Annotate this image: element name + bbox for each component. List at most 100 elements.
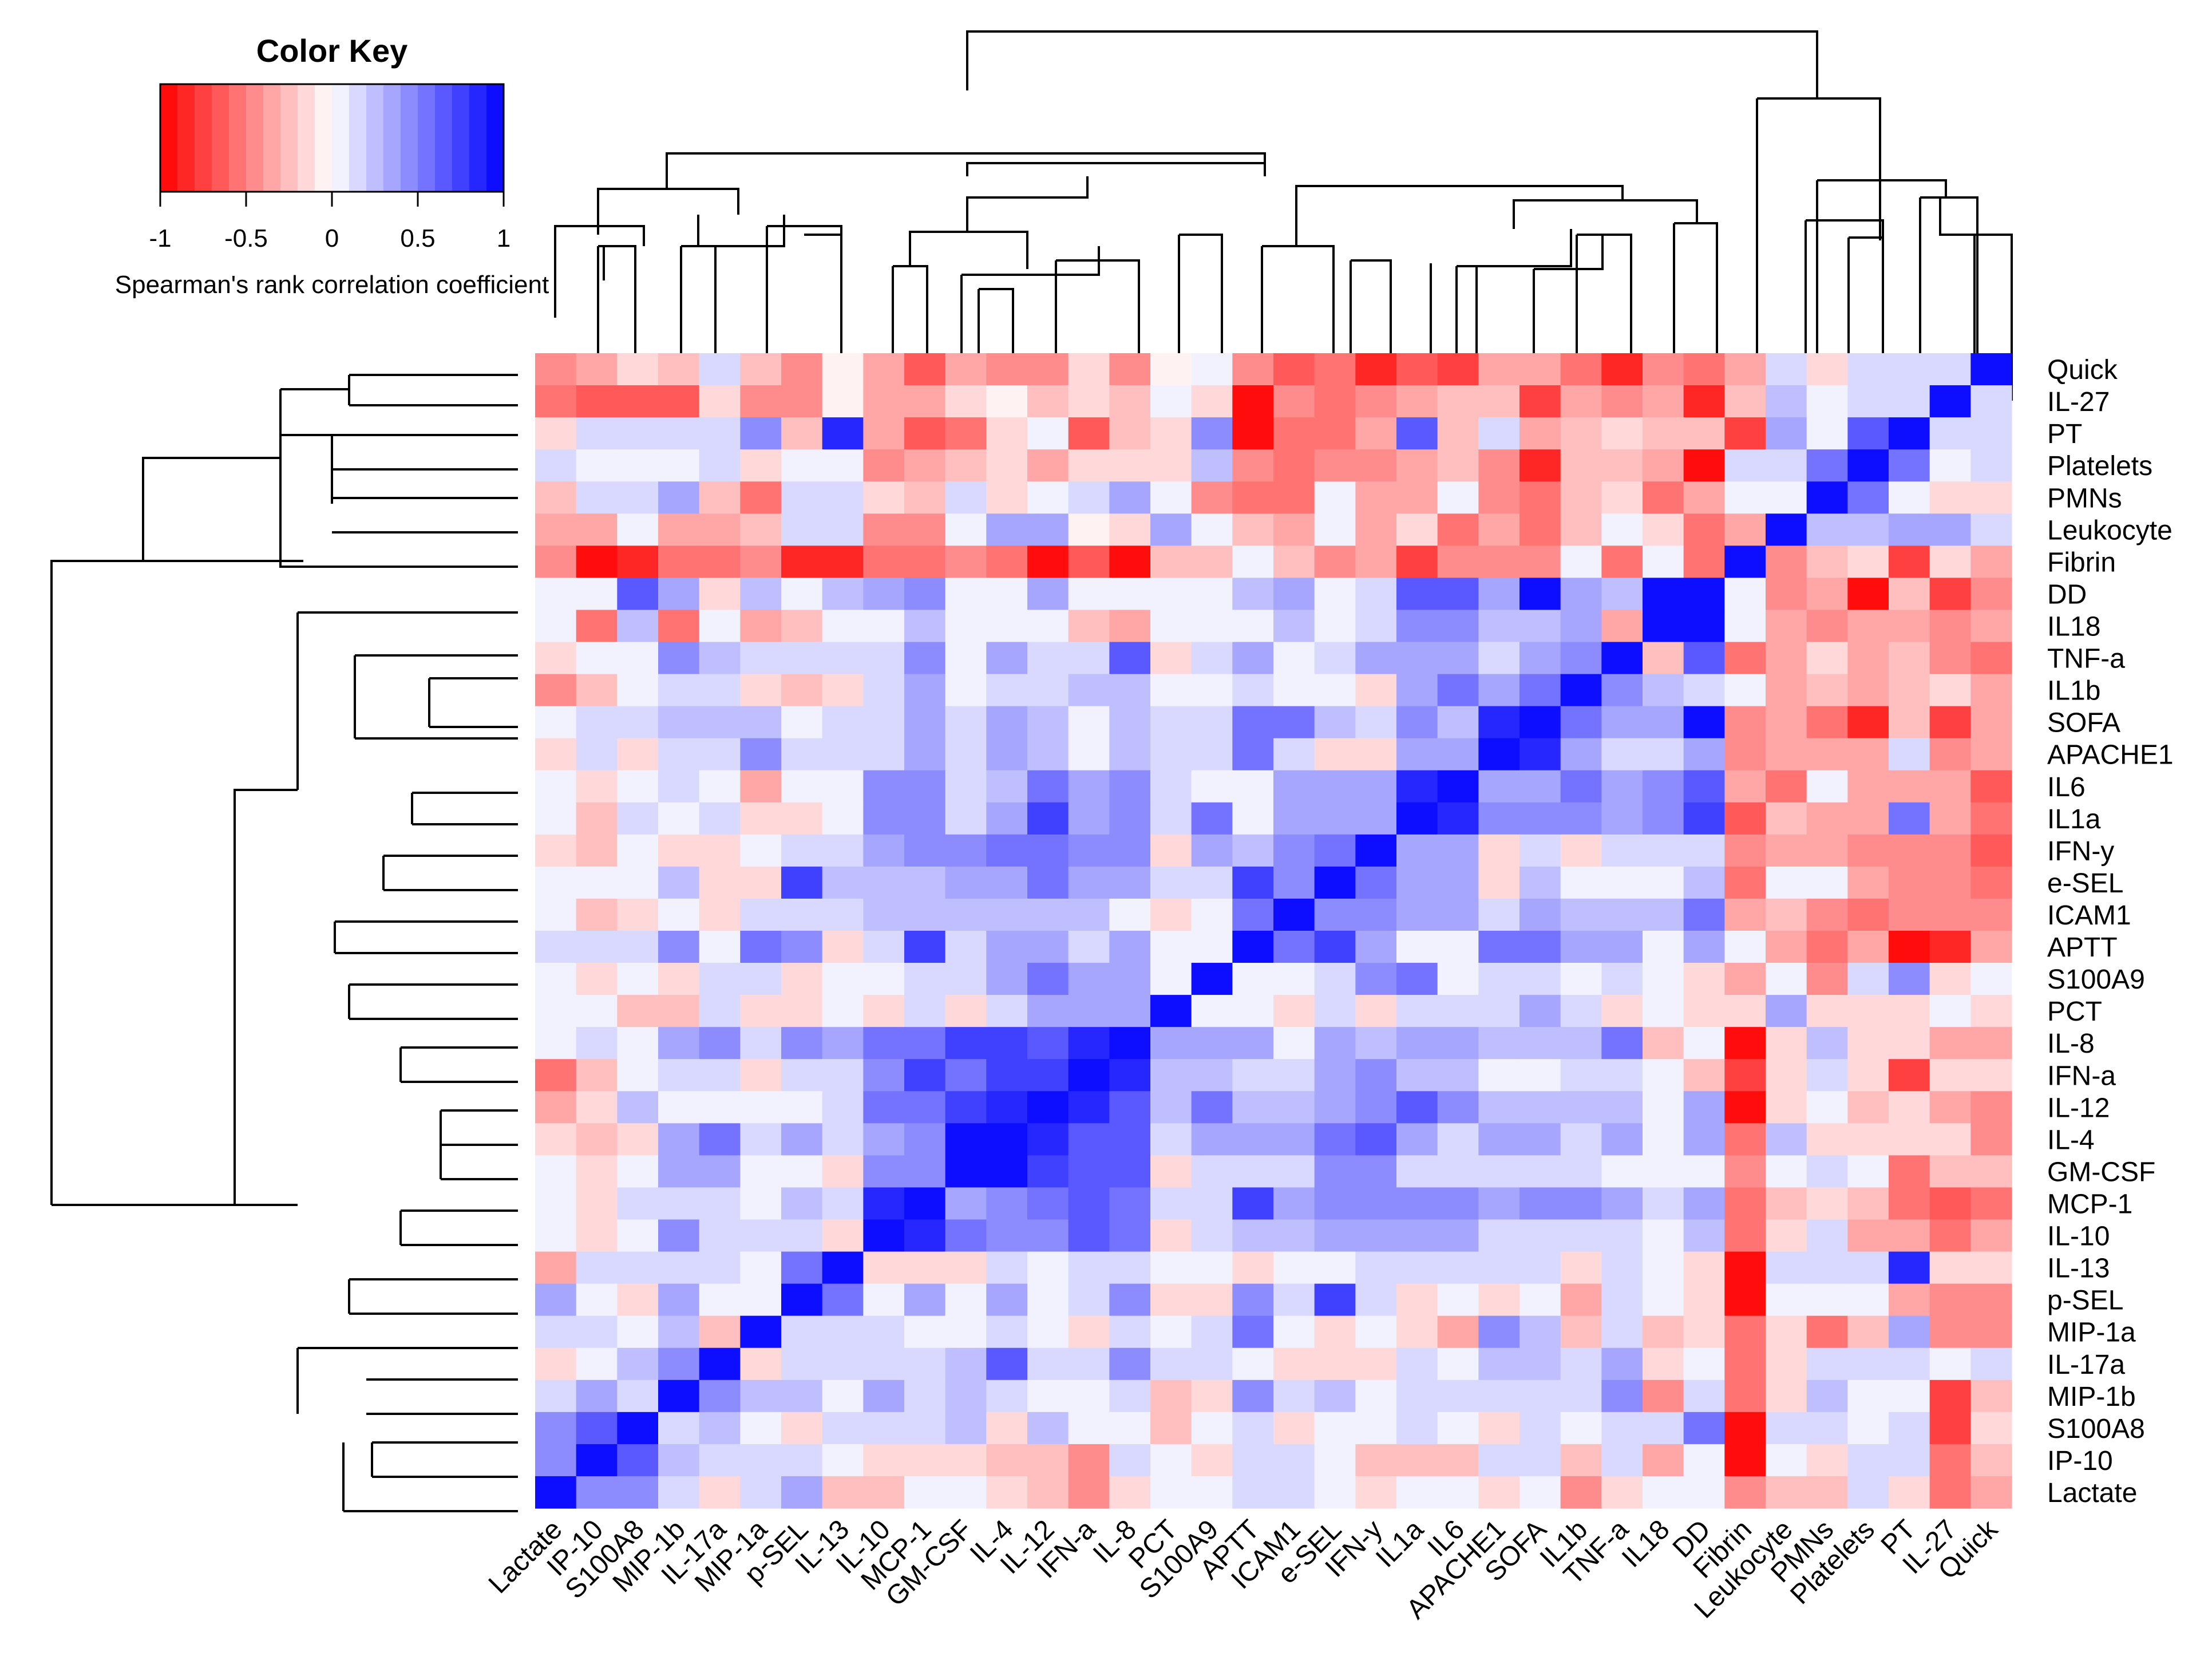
heatmap-cell [658, 546, 700, 578]
heatmap-cell [1027, 1059, 1069, 1092]
heatmap-cell [1724, 1251, 1766, 1284]
heatmap-cell [1970, 1380, 2012, 1413]
heatmap-cell [1478, 1476, 1520, 1509]
heatmap-cell [1355, 866, 1397, 899]
heatmap-cell [1437, 770, 1479, 803]
heatmap-cell [1232, 1347, 1274, 1381]
heatmap-cell [740, 1219, 782, 1252]
heatmap-cell [576, 995, 618, 1027]
heatmap-cell [1929, 1283, 1971, 1317]
heatmap-cell [1314, 931, 1356, 963]
heatmap-cell [1724, 481, 1766, 514]
heatmap-cell [1273, 578, 1315, 611]
heatmap-cell [617, 963, 659, 995]
heatmap-cell [699, 578, 741, 611]
heatmap-cell [781, 1091, 823, 1124]
heatmap-cell [781, 385, 823, 418]
heatmap-cell [1601, 963, 1643, 995]
row-label: MIP-1a [2047, 1318, 2136, 1348]
heatmap-cell [1643, 1412, 1684, 1445]
heatmap-cell [863, 834, 905, 867]
heatmap-cell [1889, 1219, 1930, 1252]
heatmap-cell [1314, 995, 1356, 1027]
heatmap-cell [1601, 1412, 1643, 1445]
heatmap-cell [1068, 385, 1110, 418]
heatmap-cell [1191, 417, 1233, 450]
heatmap-cell [1396, 963, 1438, 995]
heatmap-cell [781, 353, 823, 386]
heatmap-cell [1643, 642, 1684, 675]
heatmap-cell [1519, 770, 1561, 803]
heatmap-cell [1027, 674, 1069, 707]
heatmap-cell [535, 1059, 577, 1092]
heatmap-cell [1068, 513, 1110, 546]
heatmap-cell [1643, 417, 1684, 450]
heatmap-cell [699, 610, 741, 643]
heatmap-cell [1109, 610, 1151, 643]
row-dendro-fibrin [279, 458, 518, 568]
row-label: PMNs [2047, 483, 2122, 513]
heatmap-cell [1314, 1412, 1356, 1445]
heatmap-cell [1766, 898, 1807, 931]
heatmap-cell [1683, 802, 1725, 835]
heatmap-cell [1806, 1283, 1848, 1317]
heatmap-cell [945, 417, 987, 450]
heatmap-cell [1806, 1476, 1848, 1509]
heatmap-cell [1109, 674, 1151, 707]
heatmap-cell [1150, 1412, 1192, 1445]
heatmap-cell [986, 963, 1028, 995]
heatmap-cell [1601, 738, 1643, 771]
heatmap-cell [1437, 738, 1479, 771]
heatmap-cell [1109, 353, 1151, 386]
heatmap-cell [1027, 1251, 1069, 1284]
heatmap-cell [1027, 1283, 1069, 1317]
heatmap-cell [1929, 995, 1971, 1027]
heatmap-cell [1560, 513, 1602, 546]
heatmap-cell [617, 738, 659, 771]
heatmap-cell [945, 1027, 987, 1060]
heatmap-cell [1643, 1283, 1684, 1317]
heatmap-cell [1478, 1219, 1520, 1252]
heatmap-cell [822, 802, 864, 835]
heatmap-cell [1683, 1027, 1725, 1060]
heatmap-cell [822, 706, 864, 739]
color-key-bin [401, 84, 418, 192]
heatmap-cell [1643, 385, 1684, 418]
heatmap-cell [1355, 706, 1397, 739]
column-label: IL1a [1370, 1514, 1430, 1574]
heatmap-cell [740, 1123, 782, 1156]
heatmap-cell [1027, 770, 1069, 803]
heatmap-cell [658, 481, 700, 514]
heatmap-cell [1355, 802, 1397, 835]
row-label: DD [2047, 579, 2087, 610]
heatmap-cell [1191, 481, 1233, 514]
heatmap-cell [1232, 546, 1274, 578]
heatmap-cell [740, 546, 782, 578]
heatmap-cell [1766, 1380, 1807, 1413]
heatmap-cell [781, 898, 823, 931]
heatmap-cell [781, 931, 823, 963]
heatmap-cell [1068, 834, 1110, 867]
heatmap-cell [1889, 449, 1930, 482]
heatmap-cell [1478, 1380, 1520, 1413]
heatmap-cell [1970, 931, 2012, 963]
heatmap-cell [1068, 1027, 1110, 1060]
heatmap-cell [1314, 866, 1356, 899]
heatmap-cell [1437, 1412, 1479, 1445]
heatmap-cell [986, 546, 1028, 578]
heatmap-cell [781, 866, 823, 899]
heatmap-cell [1068, 770, 1110, 803]
heatmap-cell [1478, 1444, 1520, 1477]
heatmap-cell [1889, 1091, 1930, 1124]
heatmap-cell [1560, 834, 1602, 867]
heatmap-cell [822, 1251, 864, 1284]
heatmap-cell [904, 481, 946, 514]
heatmap-cell [576, 1187, 618, 1220]
heatmap-cell [1601, 642, 1643, 675]
heatmap-cell [617, 642, 659, 675]
heatmap-cell [1191, 1412, 1233, 1445]
heatmap-cell [1847, 1059, 1889, 1092]
heatmap-cell [1232, 963, 1274, 995]
heatmap-cell [1314, 1283, 1356, 1317]
heatmap-cell [1683, 1251, 1725, 1284]
